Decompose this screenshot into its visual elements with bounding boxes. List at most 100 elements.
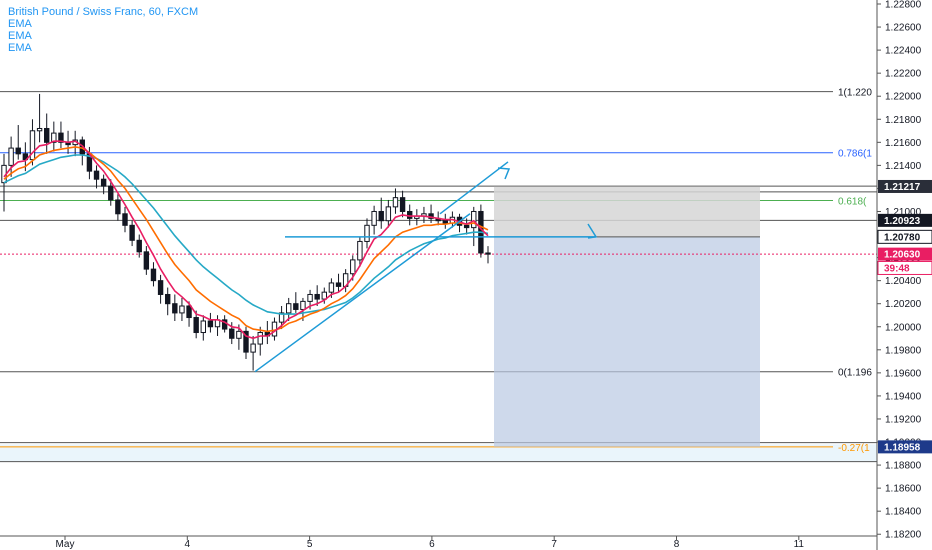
time-tick-label: 8 (674, 539, 680, 550)
candle-body (179, 305, 185, 314)
candle-body (15, 147, 21, 155)
candle-body (328, 282, 335, 293)
drawing-tools[interactable] (254, 161, 598, 373)
candle-body (165, 293, 171, 305)
price-badge[interactable] (877, 229, 932, 244)
ema-fast-line (3, 140, 489, 340)
candle-body (207, 320, 214, 328)
candle-body (463, 224, 470, 229)
ema-indicator-label-3[interactable]: EMA (8, 42, 32, 54)
candle-body (364, 224, 370, 242)
fib-level-label: 0.786(1 (838, 149, 872, 160)
candle-body (371, 210, 377, 226)
ema-mid-line (3, 146, 489, 333)
price-tick-label: 1.22200 (885, 69, 922, 80)
candle-body (51, 132, 57, 143)
price-badge[interactable] (878, 179, 932, 193)
candle-body (250, 343, 256, 353)
breakout-arrow[interactable] (439, 161, 509, 215)
price-badge-label: 1.20630 (884, 250, 921, 261)
time-axis[interactable]: May 4 5 6 7 8 11 (0, 535, 877, 550)
fib-level-label: 0(1.196 (838, 368, 872, 379)
price-badge[interactable] (878, 440, 932, 454)
price-tick-label: 1.21600 (885, 138, 922, 149)
ema-slow-line (3, 154, 489, 315)
target-arrow-head[interactable] (587, 223, 598, 239)
price-tick-label: 1.20400 (885, 276, 922, 287)
price-badge-label: 1.20780 (884, 232, 921, 243)
candle-body (392, 197, 399, 208)
chart-legend: British Pound / Swiss Franc, 60, FXCM EM… (8, 6, 198, 54)
price-axis-bg (877, 0, 932, 550)
price-axis[interactable]: 1.22800 1.22600 1.22400 1.22200 1.22000 1.218… (876, 0, 932, 550)
fib-band-fill (0, 444, 877, 462)
candle-body (186, 305, 192, 319)
candle-body (229, 328, 235, 339)
candle-body (307, 293, 313, 302)
breakout-arrow-head[interactable] (497, 167, 511, 180)
candle-body (485, 252, 491, 255)
candle-body (172, 303, 178, 314)
candle-body (36, 127, 43, 132)
candle-body (335, 282, 342, 287)
price-tick-label: 1.22000 (885, 92, 922, 103)
time-tick-label: 6 (429, 539, 435, 550)
price-tick-label: 1.19600 (885, 368, 922, 379)
candle-body (385, 206, 392, 222)
candle-body (407, 210, 413, 219)
candle-body (122, 213, 128, 226)
candle-body (293, 303, 299, 310)
time-tick-label: 4 (185, 539, 191, 550)
candle-body (442, 220, 448, 224)
time-tick-label: 11 (794, 539, 805, 550)
trend-line[interactable] (254, 213, 471, 373)
time-tick-label: 5 (307, 539, 313, 550)
price-tick-label: 1.18200 (885, 530, 922, 541)
candle-body (157, 280, 164, 295)
price-tick-label: 1.21000 (885, 207, 922, 218)
price-tick-label: 1.22600 (885, 23, 922, 34)
price-tick-label: 1.20000 (885, 322, 922, 333)
price-tick-label: 1.21800 (885, 115, 922, 126)
price-tick-label: 1.19800 (885, 345, 922, 356)
candle-body (150, 268, 157, 282)
ema-indicator-label-2[interactable]: EMA (8, 30, 32, 42)
fib-level-label: 1(1.220 (838, 88, 872, 99)
price-badge[interactable] (878, 213, 932, 227)
fib-level-label: -0.27(1 (838, 443, 870, 454)
candle-body (278, 312, 285, 323)
candle-body (136, 239, 142, 253)
candle-body (286, 303, 292, 314)
price-badge[interactable] (877, 260, 932, 275)
price-badge[interactable] (878, 247, 932, 261)
symbol-title[interactable]: British Pound / Swiss Franc, 60, FXCM (8, 6, 199, 18)
price-tick-label: 1.20200 (885, 299, 922, 310)
take-profit-zone (494, 236, 760, 447)
candle-body (471, 210, 477, 229)
candle-body (8, 147, 14, 166)
candle-body (200, 320, 206, 334)
price-badge-label: 1.21217 (884, 182, 921, 193)
candle-body (314, 293, 320, 300)
price-tick-label: 1.19400 (885, 391, 922, 402)
ema-lines (3, 140, 489, 340)
candle-body (193, 317, 199, 334)
candle-body (22, 153, 29, 161)
candle-body (29, 130, 36, 161)
ema-indicator-label-1[interactable]: EMA (8, 18, 32, 30)
candle-series (1, 93, 491, 371)
candle-body (236, 330, 242, 339)
candle-body (58, 132, 64, 143)
candle-body (243, 330, 249, 353)
price-tick-label: 1.22400 (885, 46, 922, 57)
candle-body (93, 170, 100, 180)
candle-body (44, 127, 50, 143)
price-tick-label: 1.18600 (885, 484, 922, 495)
candle-body (350, 259, 356, 275)
time-tick-label: May (56, 539, 75, 550)
price-badge-label: 1.20923 (884, 216, 921, 227)
price-badge-label: 39:48 (884, 263, 910, 274)
position-zones (0, 186, 877, 447)
